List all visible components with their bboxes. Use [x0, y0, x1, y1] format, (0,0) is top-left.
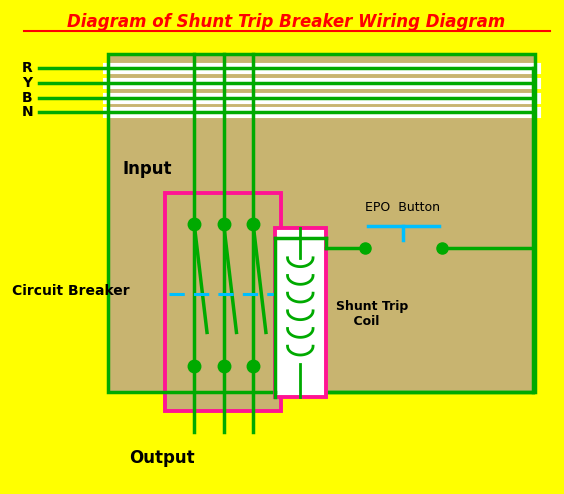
- Text: Diagram of Shunt Trip Breaker Wiring Diagram: Diagram of Shunt Trip Breaker Wiring Dia…: [68, 13, 506, 31]
- Text: Circuit Breaker: Circuit Breaker: [12, 284, 129, 298]
- Text: R: R: [22, 61, 33, 75]
- Bar: [108, 53, 535, 392]
- Text: Shunt Trip
    Coil: Shunt Trip Coil: [336, 300, 408, 328]
- Text: EPO  Button: EPO Button: [365, 201, 440, 214]
- Bar: [165, 193, 281, 411]
- Text: Y: Y: [22, 76, 32, 90]
- Text: Output: Output: [129, 449, 195, 467]
- Bar: [275, 228, 326, 397]
- Text: Input: Input: [122, 161, 172, 178]
- Text: N: N: [21, 106, 33, 120]
- Bar: [108, 53, 535, 392]
- Text: B: B: [22, 91, 33, 105]
